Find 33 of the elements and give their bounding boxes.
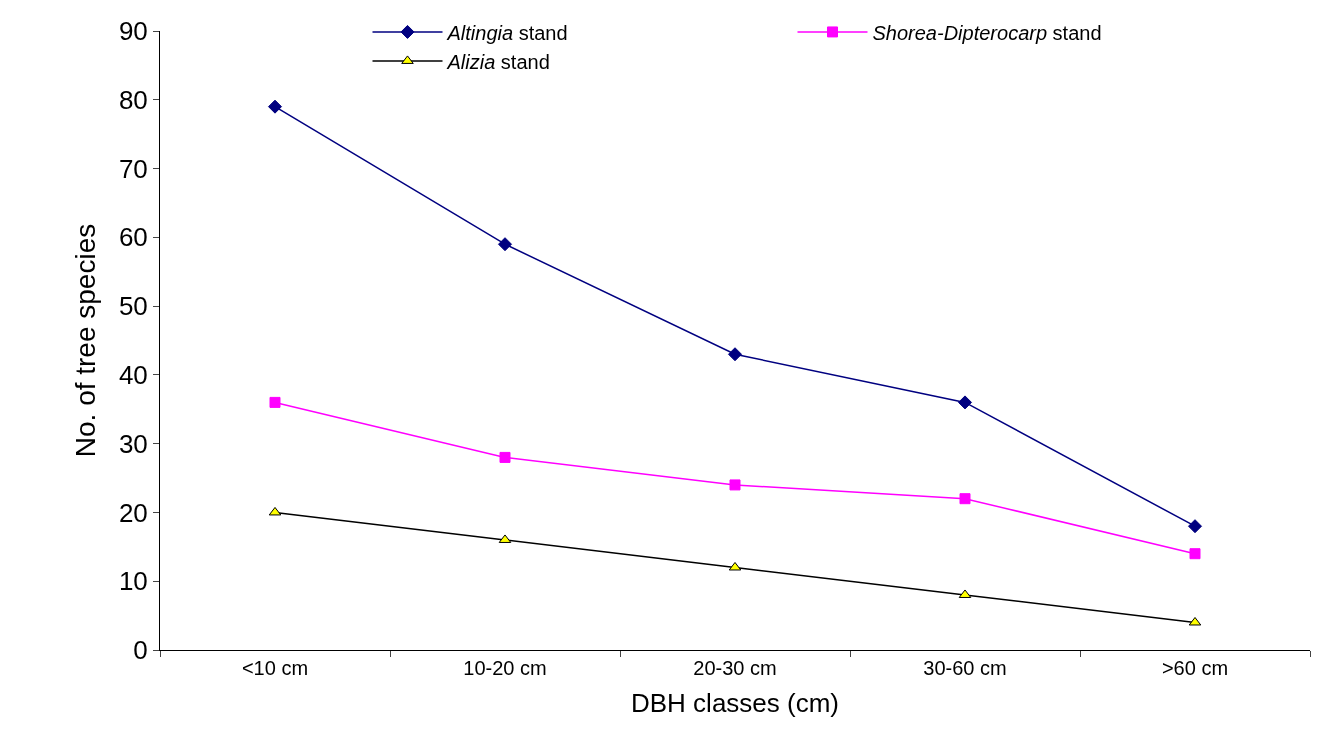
x-tick-label: 10-20 cm bbox=[463, 657, 547, 679]
point bbox=[269, 396, 281, 408]
legend-label: Alizia stand bbox=[446, 50, 550, 73]
x-tick-label: 20-30 cm bbox=[693, 657, 777, 679]
y-tick-label: 30 bbox=[118, 428, 148, 459]
x-tick-label: <10 cm bbox=[241, 657, 309, 679]
y-axis-title: No. of tree species bbox=[69, 223, 101, 458]
point bbox=[959, 493, 971, 505]
x-tick-label: 30-60 cm bbox=[923, 657, 1007, 679]
point bbox=[499, 451, 511, 463]
point bbox=[958, 395, 972, 410]
point bbox=[1188, 519, 1202, 534]
y-tick-label: 10 bbox=[118, 566, 148, 597]
point bbox=[728, 561, 742, 571]
legend-label: Altingia stand bbox=[446, 21, 568, 44]
x-tick-label: >60 cm bbox=[1161, 657, 1229, 679]
y-tick-label: 50 bbox=[118, 291, 148, 322]
legend-label: Shorea-Dipterocarp stand bbox=[872, 21, 1102, 44]
point bbox=[1188, 616, 1202, 626]
y-tick-label: 40 bbox=[118, 359, 148, 390]
y-tick-label: 60 bbox=[118, 222, 148, 253]
point bbox=[1189, 548, 1201, 560]
y-tick-label: 70 bbox=[118, 153, 148, 184]
point bbox=[268, 506, 282, 516]
point bbox=[268, 99, 282, 114]
y-tick-label: 80 bbox=[118, 84, 148, 115]
y-tick-label: 0 bbox=[133, 635, 148, 666]
x-axis-title: DBH classes (cm) bbox=[630, 687, 840, 718]
y-tick-label: 90 bbox=[118, 16, 148, 47]
y-tick-label: 20 bbox=[118, 497, 148, 528]
point bbox=[498, 237, 512, 252]
point bbox=[729, 479, 741, 491]
point bbox=[728, 347, 742, 362]
